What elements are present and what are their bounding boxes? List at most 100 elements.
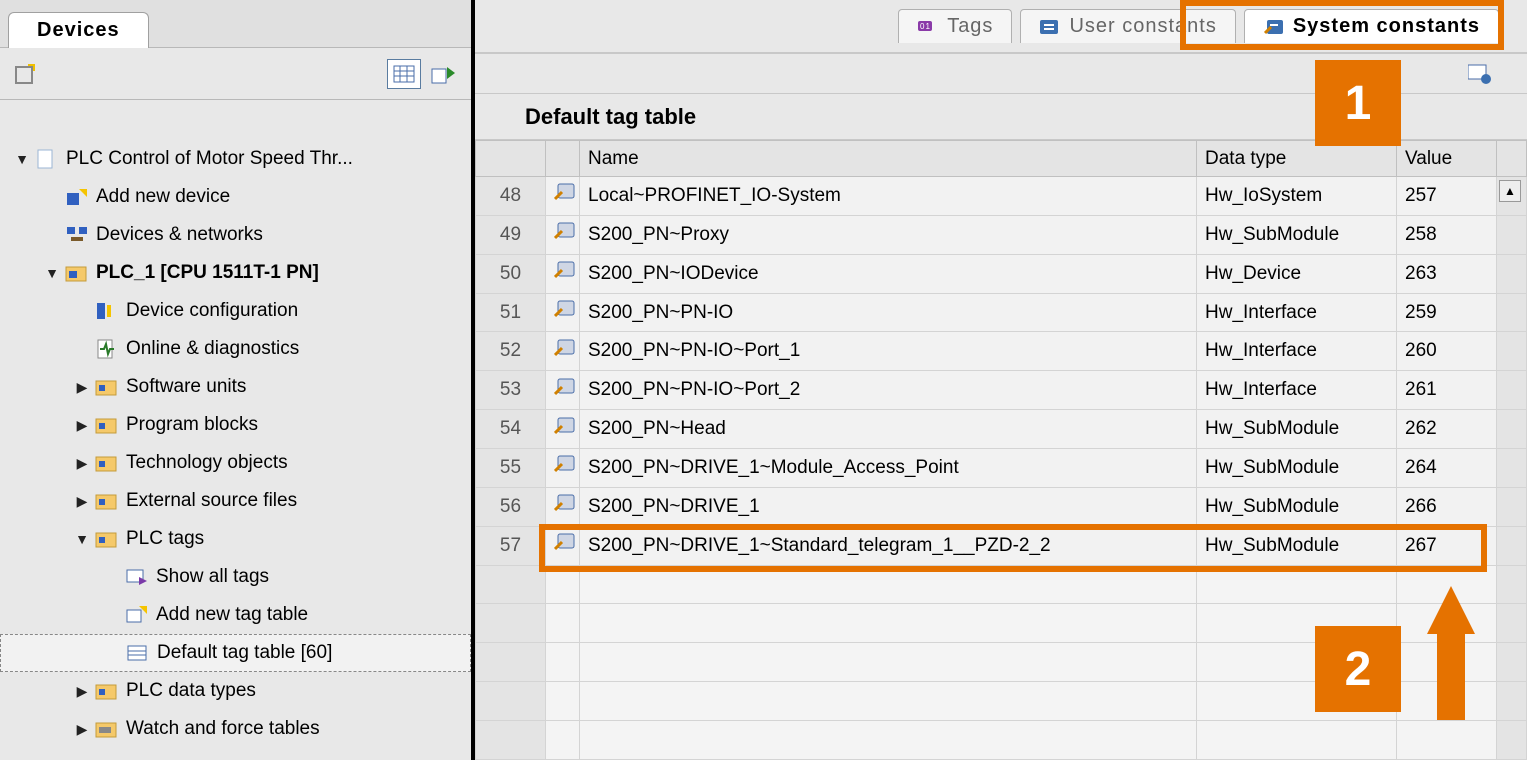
row-icon-cell (546, 177, 580, 216)
table-row[interactable]: 55S200_PN~DRIVE_1~Module_Access_PointHw_… (476, 449, 1527, 488)
sys-const-icon (1263, 18, 1285, 36)
tree-item-label: Technology objects (126, 452, 288, 474)
col-value-header[interactable]: Value (1397, 141, 1497, 177)
tree-item-label: PLC_1 [CPU 1511T-1 PN] (96, 262, 319, 284)
row-type-cell: Hw_Interface (1197, 332, 1397, 371)
row-name-cell[interactable]: S200_PN~PN-IO~Port_1 (580, 332, 1197, 371)
tree-item-2[interactable]: Devices & networks (0, 216, 471, 254)
table-row[interactable]: 57S200_PN~DRIVE_1~Standard_telegram_1__P… (476, 526, 1527, 565)
tree-item-12[interactable]: Add new tag table (0, 596, 471, 634)
system-constant-icon (554, 183, 576, 201)
tag-table-panel: 01TagsUser constants System constants Def… (475, 0, 1527, 760)
row-value-cell: 257 (1397, 177, 1497, 216)
col-icon-header[interactable] (546, 141, 580, 177)
row-gutter (1497, 332, 1527, 371)
table-row[interactable]: 52S200_PN~PN-IO~Port_1Hw_Interface260 (476, 332, 1527, 371)
row-icon-cell (546, 254, 580, 293)
left-tabbar: Devices (0, 0, 471, 48)
row-icon-cell (546, 215, 580, 254)
table-row-empty (476, 721, 1527, 760)
row-name-cell[interactable]: S200_PN~Head (580, 410, 1197, 449)
row-name-cell[interactable]: S200_PN~DRIVE_1~Module_Access_Point (580, 449, 1197, 488)
grid-view-icon[interactable] (387, 59, 421, 89)
export-view-icon[interactable] (427, 59, 461, 89)
table-row[interactable]: 48Local~PROFINET_IO-SystemHw_IoSystem257 (476, 177, 1527, 216)
tree-item-14[interactable]: ▶PLC data types (0, 672, 471, 710)
table-row[interactable]: 56S200_PN~DRIVE_1Hw_SubModule266 (476, 487, 1527, 526)
col-name-header[interactable]: Name (580, 141, 1197, 177)
table-row-empty (476, 565, 1527, 604)
row-line-number: 51 (476, 293, 546, 332)
tab-system-constants[interactable]: System constants (1244, 9, 1499, 43)
tree-item-9[interactable]: ▶External source files (0, 482, 471, 520)
row-gutter (1497, 371, 1527, 410)
tree-item-15[interactable]: ▶Watch and force tables (0, 710, 471, 748)
tree-item-0[interactable]: ▼PLC Control of Motor Speed Thr... (0, 140, 471, 178)
table-row[interactable]: 51S200_PN~PN-IOHw_Interface259 (476, 293, 1527, 332)
table-row[interactable]: 54S200_PN~HeadHw_SubModule262 (476, 410, 1527, 449)
tab-tags[interactable]: 01Tags (898, 9, 1012, 43)
tree-item-1[interactable]: Add new device (0, 178, 471, 216)
folder-watch-icon (94, 718, 120, 740)
col-line-header[interactable] (476, 141, 546, 177)
tree-item-label: Add new tag table (156, 604, 308, 626)
project-tree[interactable]: ▼PLC Control of Motor Speed Thr...Add ne… (0, 100, 471, 760)
twisty-icon[interactable]: ▶ (74, 455, 90, 472)
row-value-cell: 266 (1397, 487, 1497, 526)
row-name-cell[interactable]: S200_PN~Proxy (580, 215, 1197, 254)
tree-item-4[interactable]: Device configuration (0, 292, 471, 330)
callout-arrow-head (1427, 586, 1475, 634)
tree-item-10[interactable]: ▼PLC tags (0, 520, 471, 558)
tree-item-label: Devices & networks (96, 224, 263, 246)
row-name-cell[interactable]: S200_PN~DRIVE_1~Standard_telegram_1__PZD… (580, 526, 1197, 565)
table-title: Default tag table (525, 104, 696, 130)
row-icon-cell (546, 526, 580, 565)
tree-item-3[interactable]: ▼ PLC_1 [CPU 1511T-1 PN] (0, 254, 471, 292)
row-name-cell[interactable]: Local~PROFINET_IO-System (580, 177, 1197, 216)
table-row[interactable]: 49S200_PN~ProxyHw_SubModule258 (476, 215, 1527, 254)
row-value-cell: 259 (1397, 293, 1497, 332)
system-constant-icon (554, 378, 576, 396)
tree-item-11[interactable]: Show all tags (0, 558, 471, 596)
tree-item-5[interactable]: Online & diagnostics (0, 330, 471, 368)
tab-devices[interactable]: Devices (8, 12, 149, 48)
row-type-cell: Hw_SubModule (1197, 410, 1397, 449)
row-gutter (1497, 526, 1527, 565)
twisty-icon[interactable]: ▼ (44, 265, 60, 281)
row-gutter (1497, 293, 1527, 332)
user-const-icon (1039, 18, 1061, 36)
row-line-number: 49 (476, 215, 546, 254)
tree-item-13[interactable]: Default tag table [60] (0, 634, 471, 672)
twisty-icon[interactable]: ▶ (74, 493, 90, 510)
twisty-icon[interactable]: ▼ (14, 151, 30, 167)
show-tags-icon (124, 566, 150, 588)
row-name-cell[interactable]: S200_PN~DRIVE_1 (580, 487, 1197, 526)
new-sheet-icon[interactable] (10, 59, 44, 89)
online-diag-icon (94, 338, 120, 360)
twisty-icon[interactable]: ▶ (74, 379, 90, 396)
table-row[interactable]: 50S200_PN~IODeviceHw_Device263 (476, 254, 1527, 293)
scroll-up-button[interactable]: ▲ (1499, 180, 1521, 202)
row-value-cell: 261 (1397, 371, 1497, 410)
row-value-cell: 260 (1397, 332, 1497, 371)
tree-item-8[interactable]: ▶ Technology objects (0, 444, 471, 482)
table-row[interactable]: 53S200_PN~PN-IO~Port_2Hw_Interface261 (476, 371, 1527, 410)
twisty-icon[interactable]: ▶ (74, 683, 90, 700)
row-icon-cell (546, 487, 580, 526)
row-gutter (1497, 487, 1527, 526)
row-name-cell[interactable]: S200_PN~IODevice (580, 254, 1197, 293)
row-type-cell: Hw_Interface (1197, 371, 1397, 410)
tags-icn-icon: 01 (917, 18, 939, 36)
row-name-cell[interactable]: S200_PN~PN-IO (580, 293, 1197, 332)
callout-1: 1 (1315, 60, 1401, 146)
twisty-icon[interactable]: ▶ (74, 417, 90, 434)
twisty-icon[interactable]: ▼ (74, 531, 90, 547)
tab-user-constants[interactable]: User constants (1020, 9, 1235, 43)
twisty-icon[interactable]: ▶ (74, 721, 90, 738)
tree-item-7[interactable]: ▶Program blocks (0, 406, 471, 444)
system-constant-icon (554, 300, 576, 318)
row-name-cell[interactable]: S200_PN~PN-IO~Port_2 (580, 371, 1197, 410)
folder-types-icon (94, 680, 120, 702)
tree-item-6[interactable]: ▶Software units (0, 368, 471, 406)
user-filter-icon[interactable] (1463, 59, 1497, 89)
